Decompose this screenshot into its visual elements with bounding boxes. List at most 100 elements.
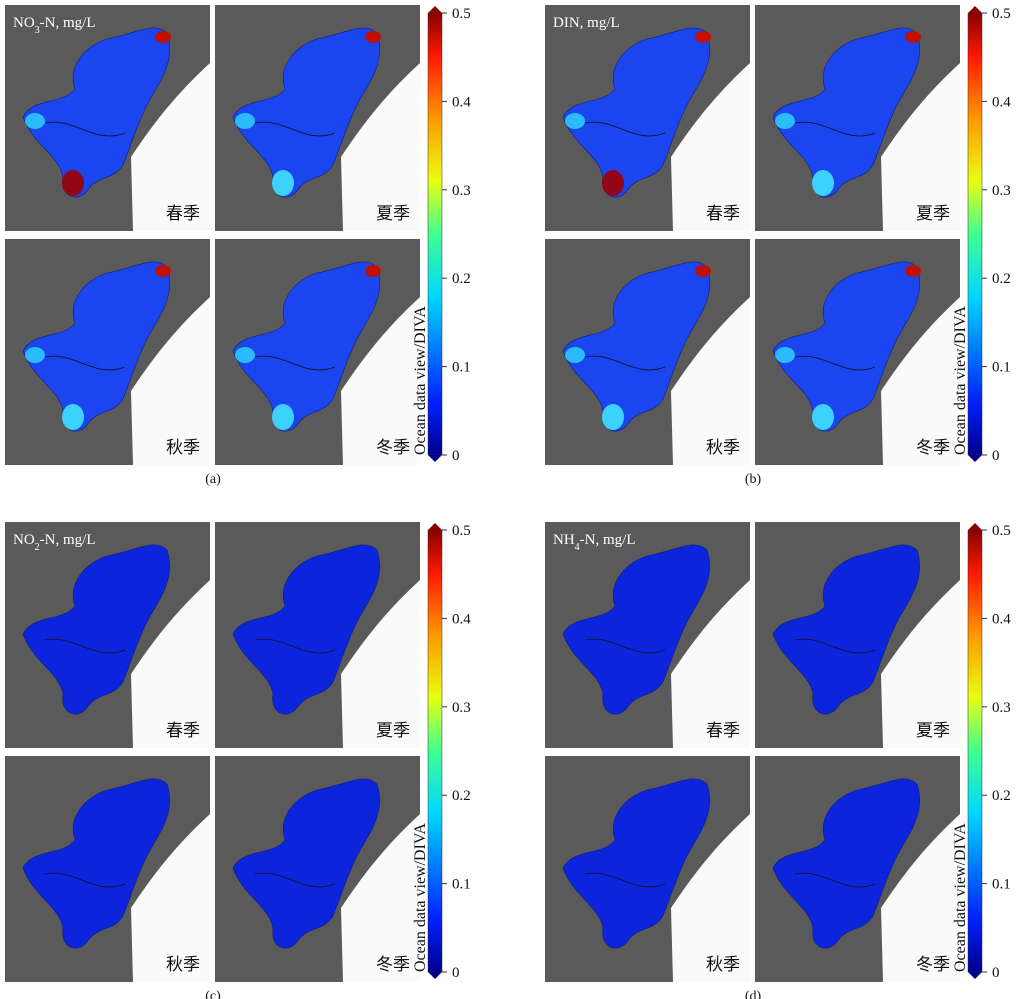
panel: 春季夏季秋季冬季DIN, mg/L(b)00.10.20.30.40.5Ocea… [545,5,1011,487]
hotspot [565,113,585,129]
colorbar-tick-label: 0.3 [992,700,1011,716]
title-part: -N, mg/L [580,532,636,548]
colorbar-cap [968,6,982,13]
hotspot [235,347,255,363]
colorbar-cap [428,455,442,462]
colorbar-cap [968,455,982,462]
colorbar-label: Ocean data view/DIVA [412,823,429,972]
hotspot [62,170,84,196]
season-label: 秋季 [706,438,740,457]
colorbar-tick-label: 0.5 [992,523,1011,539]
season-label: 冬季 [376,438,410,457]
colorbar-cap [968,523,982,530]
colorbar [428,530,442,972]
season-label: 夏季 [376,204,410,223]
season-label: 春季 [166,721,200,740]
hotspot [272,170,294,196]
map: 春季 [545,5,750,231]
hotspot [812,404,834,430]
colorbar [968,530,982,972]
title-part: NO [13,532,35,548]
map: 春季 [5,522,210,748]
panel-title: DIN, mg/L [553,15,620,31]
colorbar-tick-label: 0 [992,448,1000,464]
map: 冬季 [755,756,960,982]
colorbar-cap [428,972,442,979]
season-label: 春季 [166,204,200,223]
colorbar-tick-label: 0.3 [452,183,471,199]
hotspot [812,170,834,196]
colorbar-tick-label: 0.4 [992,94,1011,110]
title-part: -N, mg/L [40,532,96,548]
map: 秋季 [5,756,210,982]
season-label: 春季 [706,721,740,740]
colorbar-cap [428,6,442,13]
panel-label: (a) [205,472,221,487]
colorbar-cap [968,972,982,979]
colorbar-tick-label: 0.1 [452,877,471,893]
colorbar-tick-label: 0.2 [992,271,1011,287]
map: 春季 [545,522,750,748]
map: 春季 [5,5,210,231]
hotspot [602,404,624,430]
panel-label: (c) [205,989,221,999]
colorbar-label: Ocean data view/DIVA [952,823,969,972]
season-label: 冬季 [376,955,410,974]
season-label: 秋季 [706,955,740,974]
colorbar [428,13,442,455]
colorbar-tick-label: 0.5 [992,6,1011,22]
map: 夏季 [215,522,420,748]
colorbar-tick-label: 0.5 [452,523,471,539]
colorbar [968,13,982,455]
hotspot [235,113,255,129]
colorbar-label: Ocean data view/DIVA [952,306,969,455]
panel: 春季夏季秋季冬季NO3-N, mg/L(a)00.10.20.30.40.5Oc… [5,5,471,487]
map: 冬季 [755,239,960,465]
season-label: 秋季 [166,438,200,457]
hotspot [25,347,45,363]
colorbar-tick-label: 0.2 [452,788,471,804]
colorbar-tick-label: 0.1 [992,877,1011,893]
season-label: 秋季 [166,955,200,974]
map: 秋季 [5,239,210,465]
colorbar-label: Ocean data view/DIVA [412,306,429,455]
map: 夏季 [215,5,420,231]
map: 夏季 [755,522,960,748]
colorbar-tick-label: 0.1 [992,360,1011,376]
title-part: -N, mg/L [40,15,96,31]
hotspot [365,265,381,277]
hotspot [155,31,171,43]
hotspot [25,113,45,129]
title-part: NH [553,532,575,548]
colorbar-tick-label: 0.5 [452,6,471,22]
colorbar-tick-label: 0.1 [452,360,471,376]
hotspot [602,170,624,196]
map: 秋季 [545,239,750,465]
colorbar-tick-label: 0 [452,448,460,464]
hotspot [695,31,711,43]
map: 冬季 [215,756,420,982]
colorbar-tick-label: 0.4 [452,611,471,627]
colorbar-cap [428,523,442,530]
map: 秋季 [545,756,750,982]
map: 冬季 [215,239,420,465]
season-label: 夏季 [916,721,950,740]
hotspot [905,31,921,43]
colorbar-tick-label: 0 [992,965,1000,981]
season-label: 夏季 [916,204,950,223]
hotspot [365,31,381,43]
map: 夏季 [755,5,960,231]
hotspot [775,113,795,129]
season-label: 冬季 [916,955,950,974]
figure: 春季夏季秋季冬季NO3-N, mg/L(a)00.10.20.30.40.5Oc… [0,0,1032,999]
colorbar-tick-label: 0.4 [992,611,1011,627]
hotspot [565,347,585,363]
colorbar-tick-label: 0.3 [452,700,471,716]
hotspot [775,347,795,363]
title-part: NO [13,15,35,31]
hotspot [695,265,711,277]
hotspot [905,265,921,277]
panel-label: (b) [745,472,762,487]
season-label: 春季 [706,204,740,223]
panel: 春季夏季秋季冬季NH4-N, mg/L(d)00.10.20.30.40.5Oc… [545,522,1011,999]
